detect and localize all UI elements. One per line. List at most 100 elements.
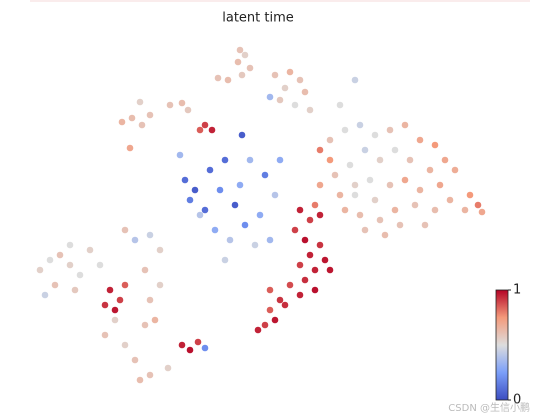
points bbox=[36, 46, 486, 384]
point bbox=[431, 206, 439, 214]
point bbox=[361, 226, 369, 234]
point bbox=[301, 88, 309, 96]
point bbox=[71, 286, 79, 294]
point bbox=[238, 71, 246, 79]
point bbox=[316, 241, 324, 249]
point bbox=[276, 296, 284, 304]
point bbox=[146, 371, 154, 379]
point bbox=[196, 211, 204, 219]
point bbox=[406, 156, 414, 164]
point bbox=[221, 156, 229, 164]
point bbox=[201, 121, 209, 129]
point bbox=[224, 76, 232, 84]
point bbox=[386, 181, 394, 189]
point bbox=[254, 326, 262, 334]
point bbox=[461, 206, 469, 214]
point bbox=[241, 221, 249, 229]
point bbox=[351, 191, 359, 199]
point bbox=[121, 281, 129, 289]
point bbox=[96, 261, 104, 269]
point bbox=[401, 121, 409, 129]
point bbox=[291, 226, 299, 234]
point bbox=[186, 346, 194, 354]
point bbox=[146, 296, 154, 304]
point bbox=[231, 201, 239, 209]
point bbox=[441, 156, 449, 164]
point bbox=[56, 251, 64, 259]
point bbox=[386, 126, 394, 134]
point bbox=[41, 291, 49, 299]
point bbox=[234, 58, 242, 66]
point bbox=[106, 286, 114, 294]
point bbox=[246, 156, 254, 164]
point bbox=[416, 186, 424, 194]
point bbox=[331, 171, 339, 179]
point bbox=[411, 201, 419, 209]
point bbox=[184, 106, 192, 114]
point bbox=[138, 121, 146, 129]
point bbox=[426, 166, 434, 174]
point bbox=[276, 96, 284, 104]
watermark: CSDN @生信小鹏 bbox=[448, 401, 530, 414]
point bbox=[281, 84, 289, 92]
point bbox=[366, 176, 374, 184]
point bbox=[451, 166, 459, 174]
point bbox=[236, 181, 244, 189]
point bbox=[66, 261, 74, 269]
point bbox=[238, 131, 246, 139]
point bbox=[146, 111, 154, 119]
point bbox=[376, 156, 384, 164]
point bbox=[321, 256, 329, 264]
point bbox=[266, 93, 274, 101]
point bbox=[281, 301, 289, 309]
point bbox=[256, 211, 264, 219]
point bbox=[236, 46, 244, 54]
point bbox=[326, 156, 334, 164]
point bbox=[191, 186, 199, 194]
point bbox=[128, 114, 136, 122]
point bbox=[46, 256, 54, 264]
point bbox=[101, 331, 109, 339]
point bbox=[306, 106, 314, 114]
point bbox=[76, 271, 84, 279]
point bbox=[316, 146, 324, 154]
point bbox=[118, 118, 126, 126]
point bbox=[166, 101, 174, 109]
point bbox=[431, 141, 439, 149]
point bbox=[341, 206, 349, 214]
point bbox=[306, 251, 314, 259]
point bbox=[401, 176, 409, 184]
point bbox=[311, 201, 319, 209]
point bbox=[111, 306, 119, 314]
point bbox=[381, 231, 389, 239]
point bbox=[101, 301, 109, 309]
point bbox=[136, 98, 144, 106]
point bbox=[194, 338, 202, 346]
point bbox=[116, 296, 124, 304]
point bbox=[356, 121, 364, 129]
point bbox=[121, 226, 129, 234]
colorbar-tick-label: 0 bbox=[513, 393, 521, 408]
point bbox=[351, 181, 359, 189]
point bbox=[316, 211, 324, 219]
point bbox=[391, 206, 399, 214]
point bbox=[66, 241, 74, 249]
point bbox=[141, 266, 149, 274]
point bbox=[271, 316, 279, 324]
point bbox=[346, 161, 354, 169]
point bbox=[336, 101, 344, 109]
point bbox=[301, 236, 309, 244]
point bbox=[356, 211, 364, 219]
point bbox=[201, 344, 209, 352]
point bbox=[36, 266, 44, 274]
point bbox=[474, 201, 482, 209]
point bbox=[311, 266, 319, 274]
point bbox=[478, 208, 486, 216]
point bbox=[266, 306, 274, 314]
point bbox=[186, 196, 194, 204]
point bbox=[181, 176, 189, 184]
point bbox=[146, 231, 154, 239]
point bbox=[421, 221, 429, 229]
point bbox=[301, 276, 309, 284]
